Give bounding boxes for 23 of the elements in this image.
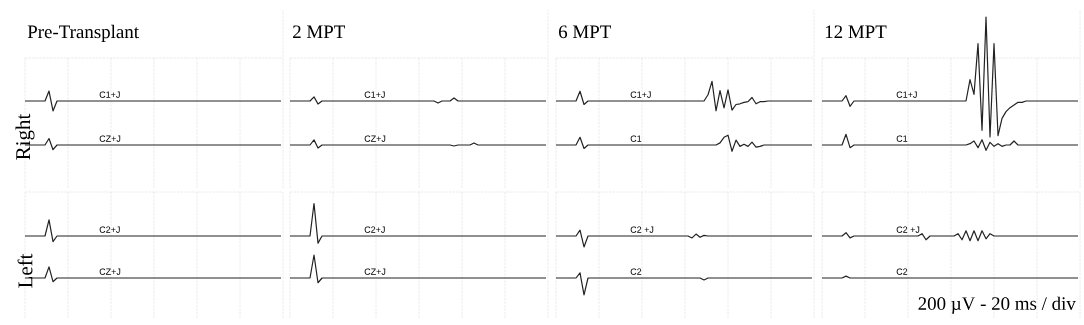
series-label: C2	[896, 268, 908, 275]
series-label: CZ+J	[364, 135, 386, 142]
y-axis-title: Right	[15, 113, 35, 160]
series-label: C2 +J	[630, 226, 654, 233]
chart-title: Pre-Transplant	[27, 24, 139, 43]
text: 200 µV - 20 ms / div	[918, 296, 1076, 314]
series-label: C2 +J	[896, 226, 920, 233]
chart-title: 6 MPT	[559, 25, 612, 39]
series-label: C2	[630, 268, 642, 275]
series-label: C1	[630, 135, 642, 142]
chart-title: 12 MPT	[825, 25, 887, 38]
series-label: CZ+J	[99, 268, 121, 275]
series-label: C1+J	[364, 91, 385, 98]
series-label: C1	[896, 135, 908, 142]
series-label: C1+J	[99, 91, 120, 98]
series-label: C1+J	[630, 91, 651, 98]
series-label: CZ+J	[99, 135, 121, 142]
y-axis-title: Left	[17, 253, 33, 288]
series-label: C2+J	[364, 226, 385, 233]
series-label: C1+J	[896, 91, 917, 98]
series-label: C2+J	[99, 226, 120, 233]
series-label: CZ+J	[364, 268, 386, 275]
chart-title: 2 MPT	[293, 25, 345, 38]
